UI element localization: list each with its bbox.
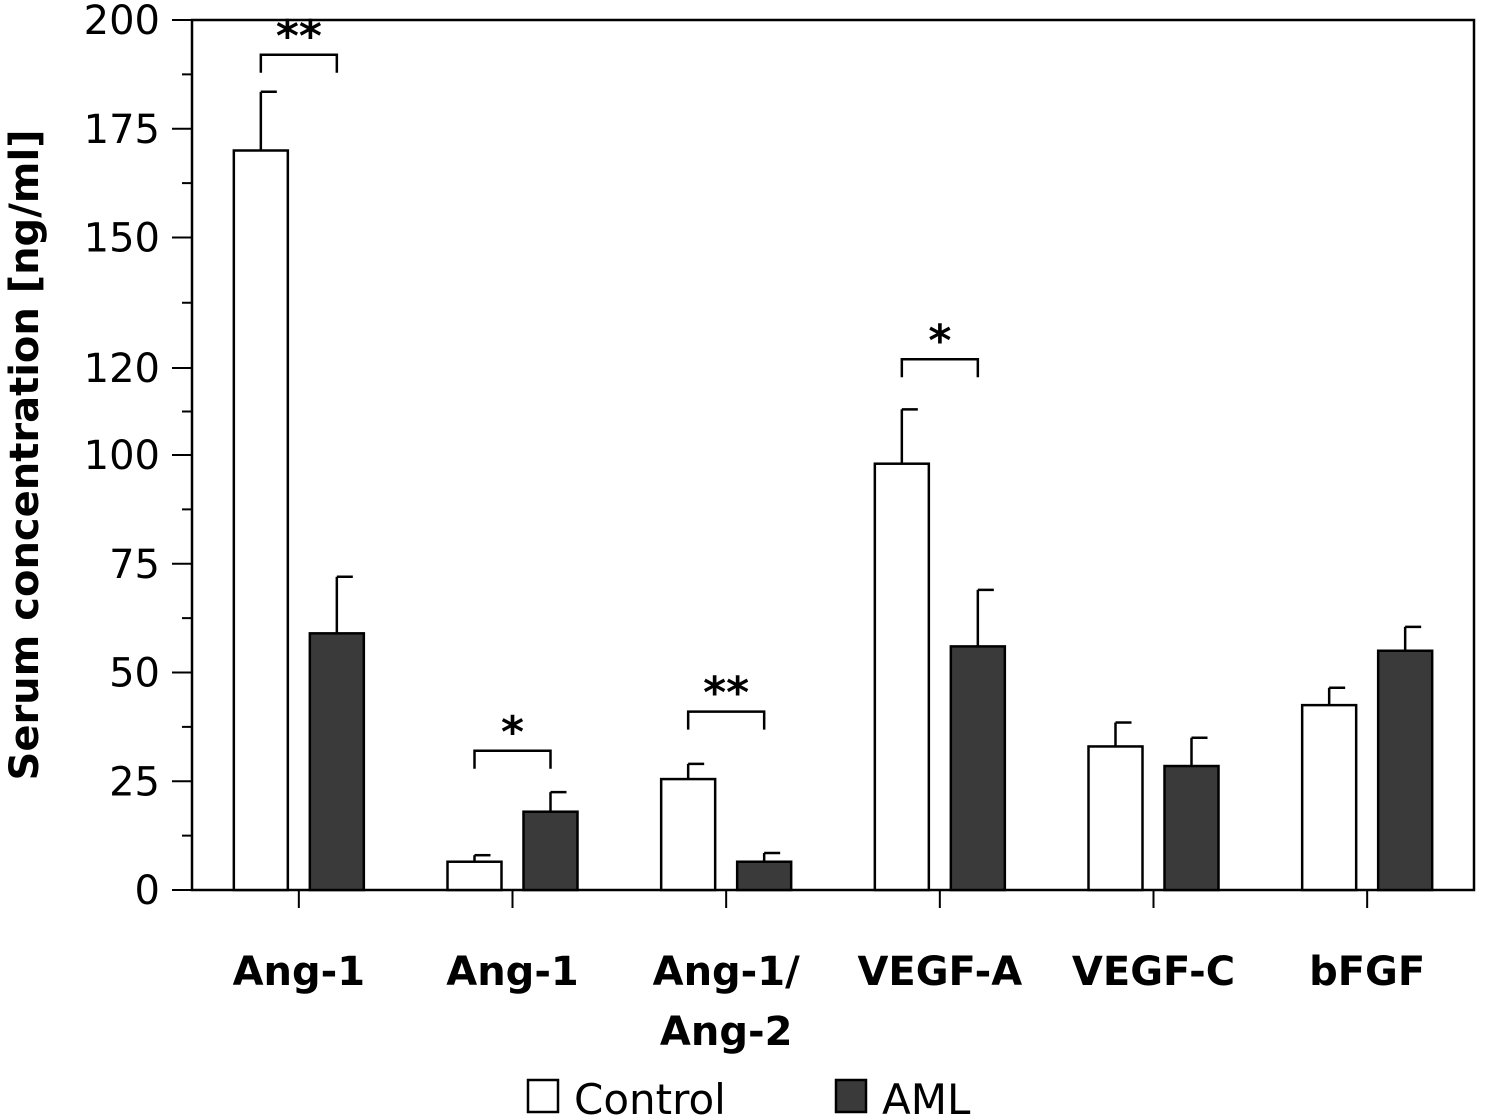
category-label: Ang-2 <box>660 1009 793 1055</box>
legend-label-aml: AML <box>882 1075 971 1120</box>
significance-marker: * <box>501 707 524 758</box>
significance-bracket <box>686 710 766 730</box>
bar-control <box>446 860 503 892</box>
bar-aml <box>1163 764 1220 892</box>
category-label: Ang-1/ <box>653 949 801 995</box>
bars <box>232 90 1434 892</box>
y-tick-label: 0 <box>135 868 160 914</box>
significance-bracket <box>473 749 552 769</box>
bar-aml <box>735 860 793 892</box>
category-labels: Ang-1 Ang-1 Ang-1/Ang-2 VEGF-A VEGF-C bFGF <box>233 949 1426 1055</box>
y-tick-label: 200 <box>84 0 160 44</box>
category-label: Ang-1 <box>233 949 366 995</box>
bar-control <box>873 462 931 892</box>
y-tick-label: 25 <box>109 759 160 805</box>
significance-brackets: ****** <box>259 11 980 769</box>
legend-swatch-aml <box>834 1078 868 1114</box>
y-axis-label: Serum concentration [ng/ml] <box>2 130 48 781</box>
bar-control <box>232 149 290 892</box>
category-label: VEGF-A <box>857 949 1022 995</box>
y-tick-label: 150 <box>84 216 160 262</box>
category-label: Ang-1 <box>446 949 579 995</box>
bar-control <box>1300 703 1358 892</box>
legend: Control AML <box>526 1075 971 1120</box>
legend-swatch-control <box>526 1078 560 1114</box>
y-tick-label: 175 <box>84 107 160 153</box>
bar-aml <box>308 632 366 892</box>
significance-marker: ** <box>703 668 749 719</box>
category-label: bFGF <box>1309 949 1425 995</box>
significance-bracket <box>259 53 339 73</box>
y-tick-label: 75 <box>109 542 160 588</box>
bar-control <box>1087 745 1144 892</box>
y-tick-label: 100 <box>84 433 160 479</box>
y-tick-label: 120 <box>84 346 160 392</box>
significance-bracket <box>900 358 980 378</box>
y-tick-label: 50 <box>109 651 160 697</box>
legend-label-control: Control <box>574 1075 726 1120</box>
plot-frame <box>190 18 1476 892</box>
bar-aml <box>949 645 1007 892</box>
bar-aml <box>522 810 579 892</box>
significance-marker: * <box>928 315 951 366</box>
category-label: VEGF-C <box>1072 949 1235 995</box>
bar-control <box>659 777 717 892</box>
axes: 0 25 50 75 100 120 150 175 200 Serum concentratio… <box>2 0 1476 914</box>
significance-marker: ** <box>276 11 322 62</box>
bar-aml <box>1376 649 1434 892</box>
